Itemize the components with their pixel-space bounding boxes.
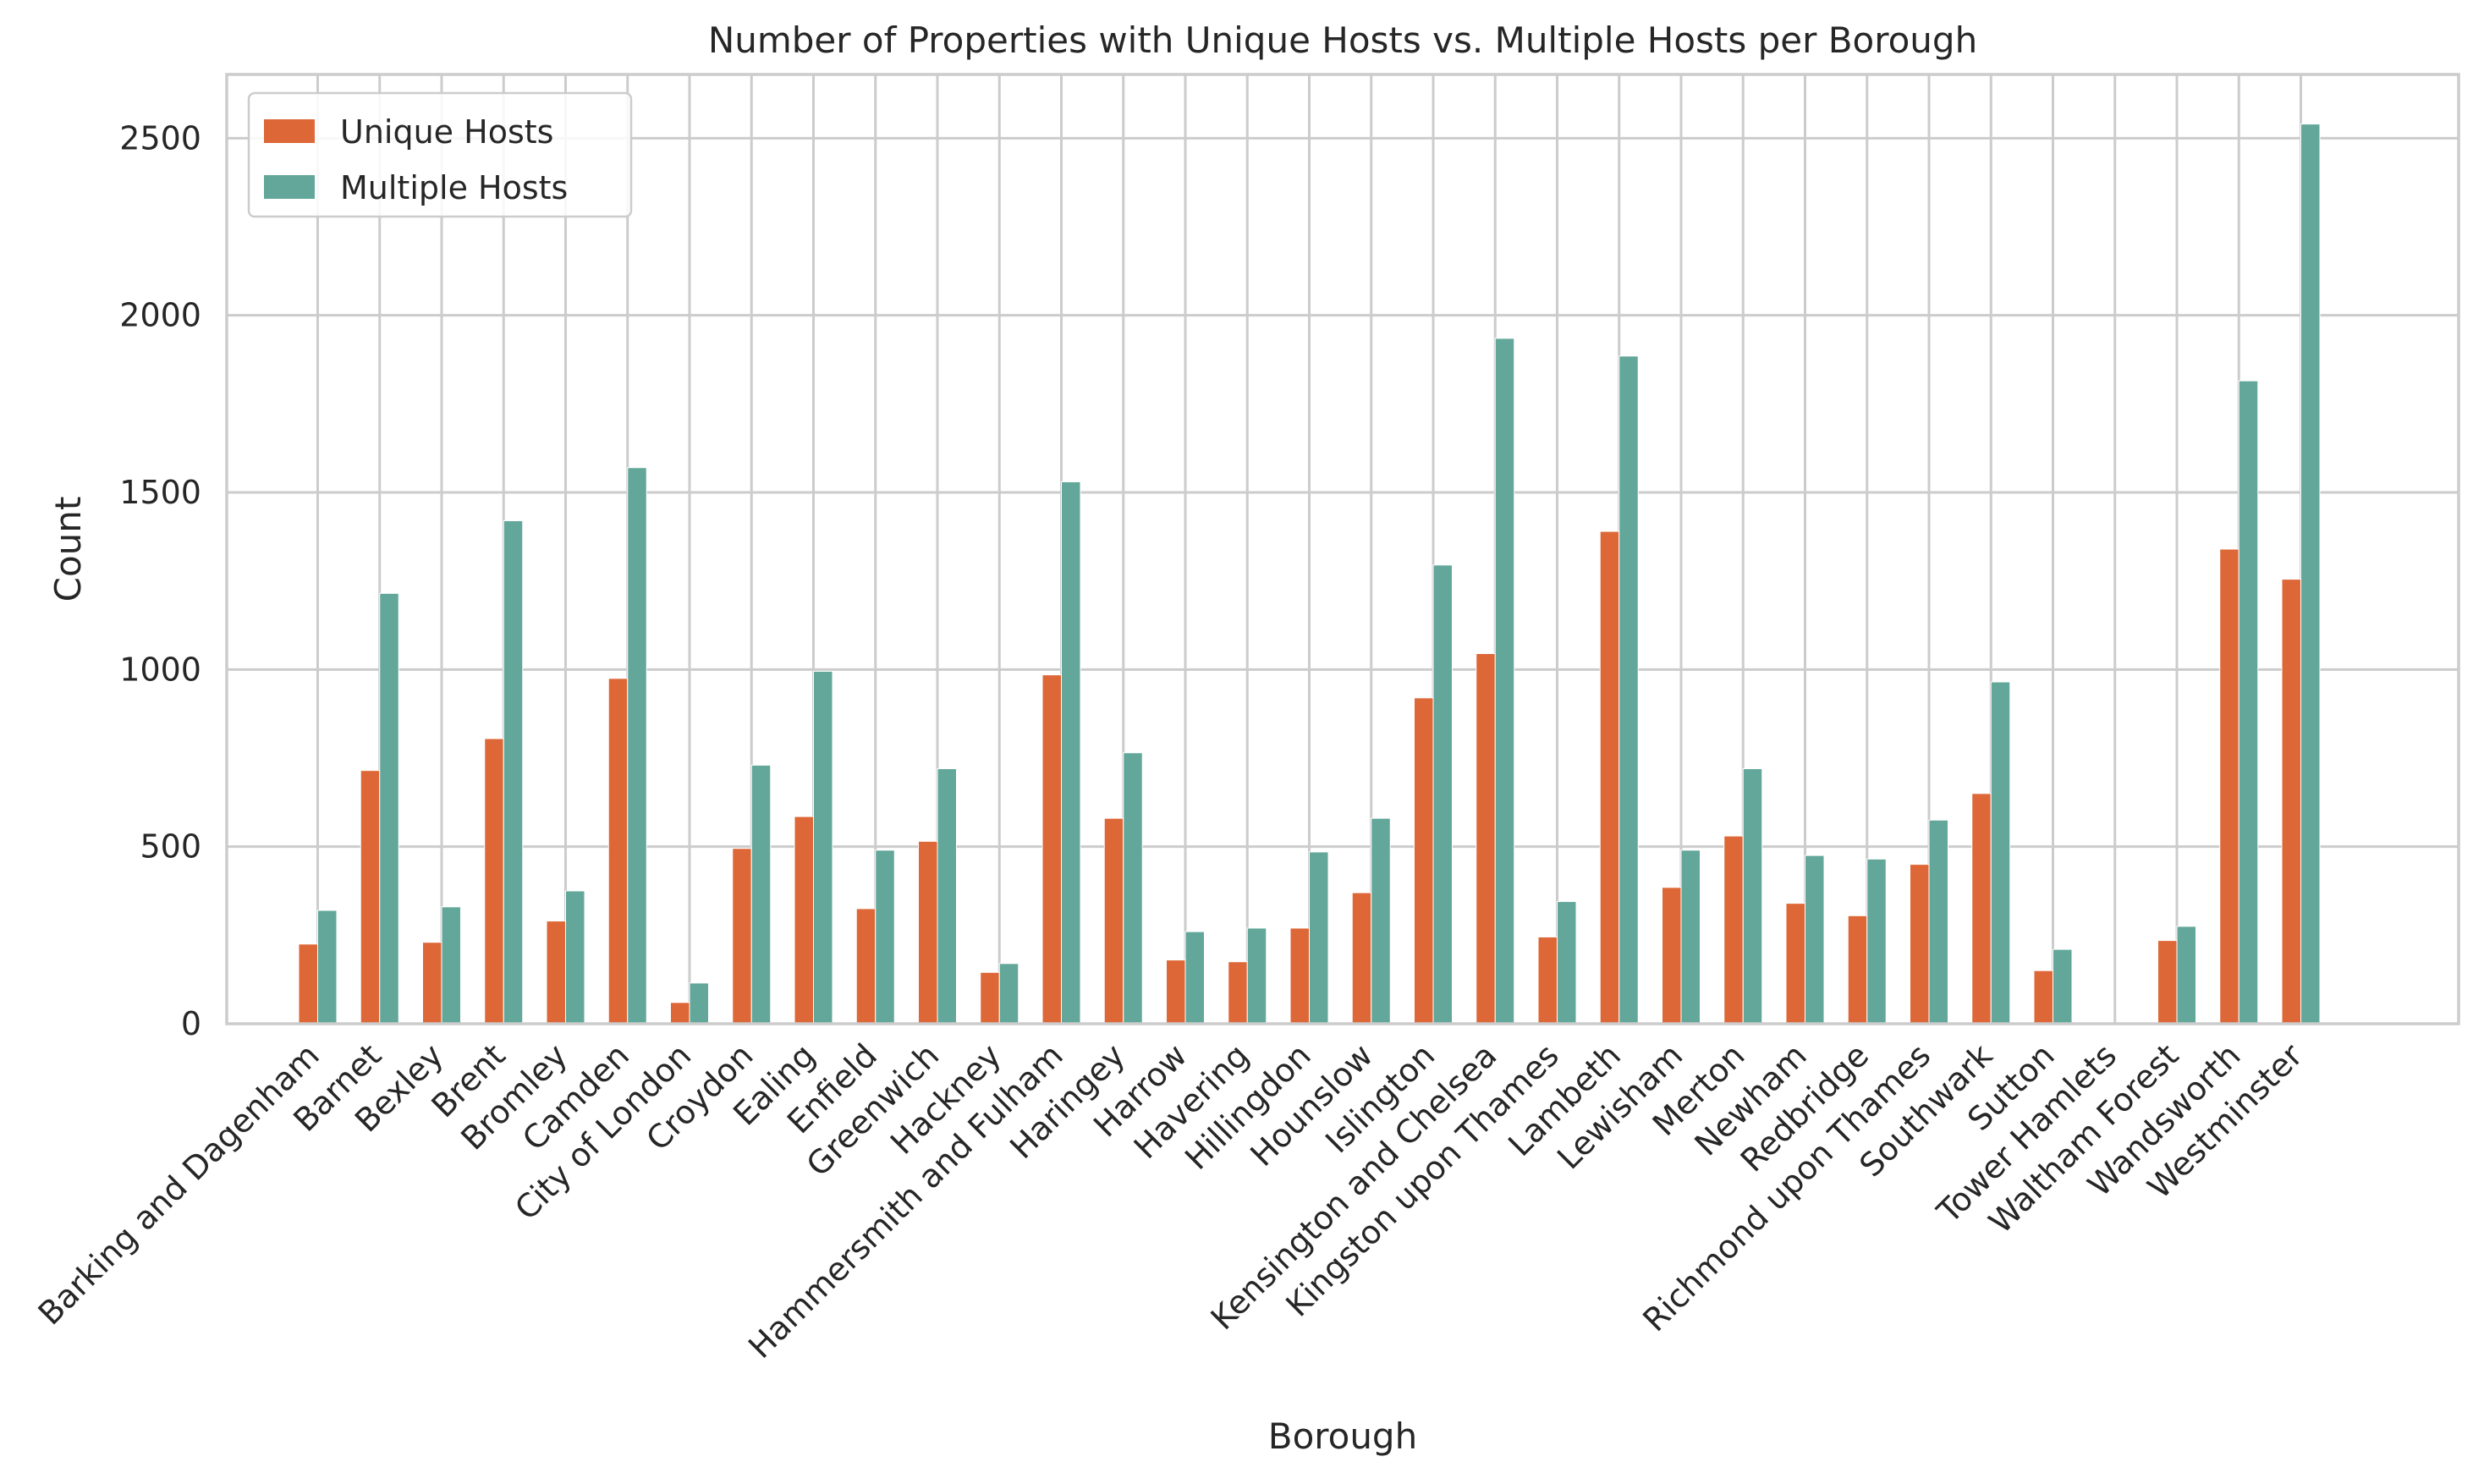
multiple-hosts-bar <box>1123 752 1143 1025</box>
y-tick-label: 2500 <box>119 119 201 157</box>
multiple-hosts-bar <box>1928 819 1948 1025</box>
multiple-hosts-bar <box>813 670 833 1025</box>
legend-box <box>247 91 633 218</box>
multiple-hosts-bar <box>1680 849 1701 1025</box>
unique-hosts-bar <box>1228 961 1248 1025</box>
multiple-hosts-bar <box>1432 564 1453 1025</box>
multiple-hosts-bar <box>503 520 524 1025</box>
unique-hosts-bar <box>1351 892 1372 1025</box>
multiple-hosts-bar <box>1309 851 1329 1025</box>
y-axis-label: Count <box>47 497 89 602</box>
multiple-hosts-bar <box>750 764 772 1025</box>
unique-hosts-legend-label: Unique Hosts <box>340 113 553 151</box>
y-tick-labels: 0 500 1000 1500 2000 2500 <box>119 119 201 1042</box>
multiple-hosts-legend-swatch <box>264 175 315 199</box>
unique-hosts-bar <box>546 921 566 1025</box>
unique-hosts-bar <box>1476 653 1496 1025</box>
multiple-hosts-bar <box>2238 380 2259 1025</box>
multiple-hosts-bar <box>379 592 399 1025</box>
multiple-hosts-bar <box>1805 855 1825 1025</box>
multiple-hosts-legend-label: Multiple Hosts <box>340 169 568 206</box>
multiple-hosts-bar <box>1246 927 1267 1025</box>
y-tick-label: 0 <box>181 1005 201 1042</box>
multiple-hosts-bar <box>1742 768 1763 1025</box>
unique-hosts-bar <box>1289 927 1310 1025</box>
y-tick-label: 2000 <box>119 297 201 334</box>
multiple-hosts-bar <box>2053 948 2073 1025</box>
multiple-hosts-bar <box>1061 481 1081 1025</box>
unique-hosts-bar <box>980 971 1000 1025</box>
multiple-hosts-bar <box>1866 858 1887 1025</box>
unique-hosts-bar <box>855 908 877 1025</box>
unique-hosts-bar <box>2219 548 2239 1025</box>
multiple-hosts-bar <box>627 467 647 1025</box>
x-axis-label: Borough <box>1268 1415 1417 1457</box>
multiple-hosts-bar <box>689 982 709 1025</box>
x-tick-label: Barking and Dagenham <box>31 1036 327 1332</box>
unique-hosts-bar <box>1910 864 1930 1025</box>
chart-title: Number of Properties with Unique Hosts v… <box>708 19 1977 61</box>
unique-hosts-bar <box>2033 970 2053 1025</box>
unique-hosts-bar <box>607 678 629 1025</box>
multiple-hosts-bar <box>1184 931 1205 1025</box>
multiple-hosts-bar <box>937 768 957 1025</box>
multiple-hosts-bar <box>2300 124 2321 1025</box>
legend: Unique Hosts Multiple Hosts <box>247 91 633 218</box>
multiple-hosts-bar <box>875 849 895 1025</box>
unique-hosts-bar <box>1971 793 1992 1025</box>
unique-hosts-bar <box>794 816 814 1025</box>
unique-hosts-bar <box>670 1002 690 1025</box>
multiple-hosts-bar <box>1990 681 2011 1025</box>
unique-hosts-bar <box>1847 915 1868 1025</box>
axes-frame <box>225 73 2460 1025</box>
unique-hosts-bar <box>732 848 752 1025</box>
multiple-hosts-bar <box>1557 901 1577 1025</box>
unique-hosts-bar <box>1103 817 1124 1025</box>
x-tick-labels: Barking and DagenhamBarnetBexleyBrentBro… <box>31 1036 2311 1366</box>
unique-hosts-legend-swatch <box>264 119 315 143</box>
multiple-hosts-bar <box>2176 926 2196 1025</box>
multiple-hosts-bar <box>565 890 585 1025</box>
multiple-hosts-bar <box>998 963 1019 1025</box>
multiple-hosts-bar <box>1371 817 1391 1025</box>
unique-hosts-bar <box>1414 697 1434 1025</box>
unique-hosts-bar <box>2281 579 2301 1025</box>
unique-hosts-bar <box>2157 940 2178 1025</box>
unique-hosts-bar <box>360 770 381 1025</box>
unique-hosts-bar <box>1662 887 1682 1025</box>
unique-hosts-bar <box>1166 959 1186 1025</box>
plot-frame <box>225 73 2460 1025</box>
y-tick-label: 1500 <box>119 474 201 511</box>
multiple-hosts-bar <box>441 906 461 1025</box>
y-tick-label: 500 <box>140 828 201 866</box>
unique-hosts-bar <box>918 840 938 1025</box>
multiple-hosts-bar <box>1618 355 1639 1025</box>
unique-hosts-bar <box>422 942 442 1025</box>
multiple-hosts-bar <box>1494 338 1515 1025</box>
y-tick-label: 1000 <box>119 651 201 688</box>
unique-hosts-bar <box>1537 936 1558 1025</box>
unique-hosts-bar <box>1785 903 1805 1025</box>
unique-hosts-bar <box>1599 530 1620 1025</box>
unique-hosts-bar <box>298 943 318 1025</box>
unique-hosts-bar <box>1041 674 1062 1025</box>
unique-hosts-bar <box>484 738 504 1025</box>
multiple-hosts-bar <box>317 910 338 1025</box>
unique-hosts-bar <box>1723 835 1744 1025</box>
